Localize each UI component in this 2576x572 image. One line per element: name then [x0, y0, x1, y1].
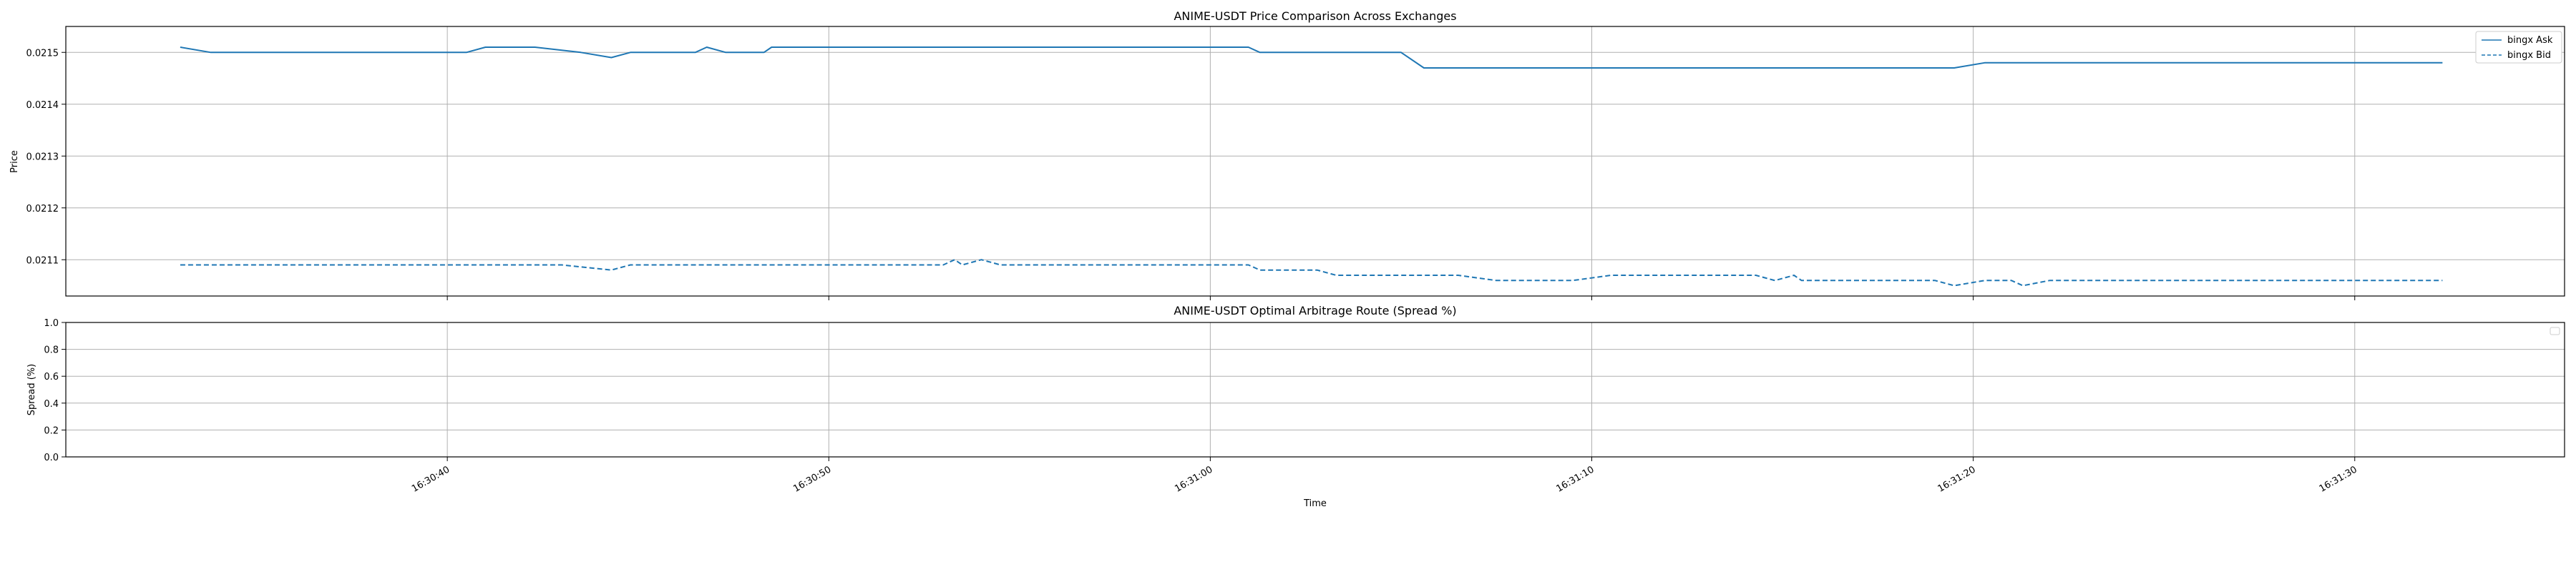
y-tick-label: 0.0213 [26, 152, 59, 162]
spread-chart-grid [66, 322, 2565, 458]
legend-ask-label: bingx Ask [2507, 35, 2553, 46]
y-tick-label: 0.4 [44, 399, 59, 410]
spread-chart-y-axis-label: Spread (%) [26, 364, 37, 415]
spread-chart-plot-frame [65, 322, 2565, 458]
price-chart-y-axis-label: Price [9, 150, 20, 173]
y-tick-label: 0.8 [44, 345, 59, 356]
legend-bid-label: bingx Bid [2507, 50, 2551, 61]
x-tick-label: 16:31:30 [2318, 464, 2359, 494]
price-chart-plot-frame [65, 26, 2565, 297]
y-tick-label: 0.6 [44, 372, 59, 383]
y-tick-label: 0.0214 [26, 100, 59, 111]
price-chart-series [180, 46, 2443, 287]
x-tick-label: 16:30:40 [410, 464, 452, 494]
x-tick-label: 16:31:20 [1936, 464, 1978, 494]
price-chart-x-ticks [447, 296, 2356, 300]
x-tick-label: 16:31:00 [1173, 464, 1214, 494]
spread-chart-y-ticks: 0.0 0.2 0.4 0.6 0.8 1.0 [44, 318, 66, 463]
series-line-bingx-bid [180, 259, 2443, 287]
price-chart-legend: bingx Ask bingx Bid [2475, 31, 2562, 64]
x-tick-label: 16:31:10 [1554, 464, 1596, 494]
spread-chart: ANIME-USDT Optimal Arbitrage Route (Spre… [26, 304, 2565, 509]
y-tick-label: 0.2 [44, 425, 59, 436]
spread-chart-x-axis-label: Time [1303, 498, 1327, 509]
x-tick-label: 16:30:50 [791, 464, 833, 494]
spread-chart-x-ticks: 16:30:40 16:30:50 16:31:00 16:31:10 16:31:20… [410, 457, 2359, 495]
price-chart-title: ANIME-USDT Price Comparison Across Excha… [1174, 9, 1456, 23]
price-chart-y-ticks: 0.0211 0.0212 0.0213 0.0214 0.0215 [26, 48, 66, 266]
y-tick-label: 0.0212 [26, 204, 59, 214]
price-chart-grid [66, 26, 2565, 296]
series-line-bingx-ask [180, 46, 2443, 69]
y-tick-label: 0.0211 [26, 255, 59, 266]
price-chart: ANIME-USDT Price Comparison Across Excha… [9, 9, 2565, 300]
y-tick-label: 1.0 [44, 318, 59, 329]
spread-chart-title: ANIME-USDT Optimal Arbitrage Route (Spre… [1174, 304, 1456, 317]
y-tick-label: 0.0215 [26, 48, 59, 59]
y-tick-label: 0.0 [44, 453, 59, 463]
legend-frame [2475, 31, 2562, 64]
spread-chart-legend [2550, 327, 2560, 335]
